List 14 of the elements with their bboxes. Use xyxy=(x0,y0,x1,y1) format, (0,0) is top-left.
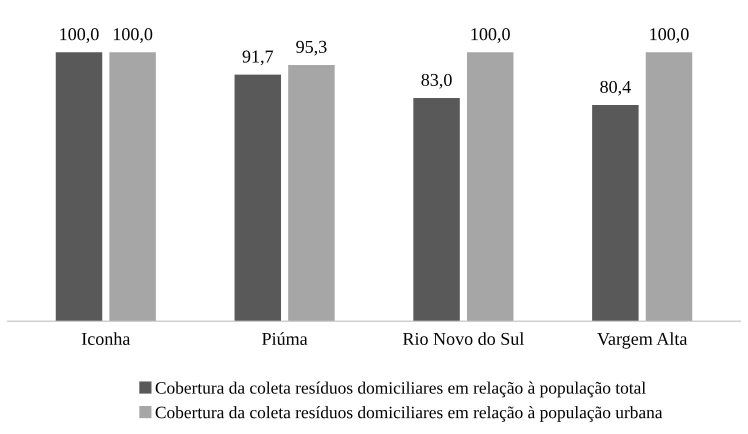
data-label: 91,7 xyxy=(242,50,274,66)
legend-label: Cobertura da coleta resíduos domiciliares em relação à população urbana xyxy=(156,406,662,422)
data-label: 100,0 xyxy=(650,28,689,43)
x-tick-label: Vargem Alta xyxy=(597,332,688,349)
data-label: 100,0 xyxy=(471,28,510,43)
data-label: 83,0 xyxy=(421,74,452,89)
data-label: 95,3 xyxy=(296,40,327,56)
data-label: 80,4 xyxy=(600,80,631,96)
x-tick-label: Piúma xyxy=(262,332,308,345)
x-tick-label: Rio Novo do Sul xyxy=(402,332,524,345)
legend-label: Cobertura da coleta resíduos domiciliares em relação à população total xyxy=(156,382,646,398)
data-label: 100,0 xyxy=(114,28,152,43)
x-tick-label: Iconha xyxy=(82,332,130,345)
data-label: 100,0 xyxy=(60,28,99,43)
